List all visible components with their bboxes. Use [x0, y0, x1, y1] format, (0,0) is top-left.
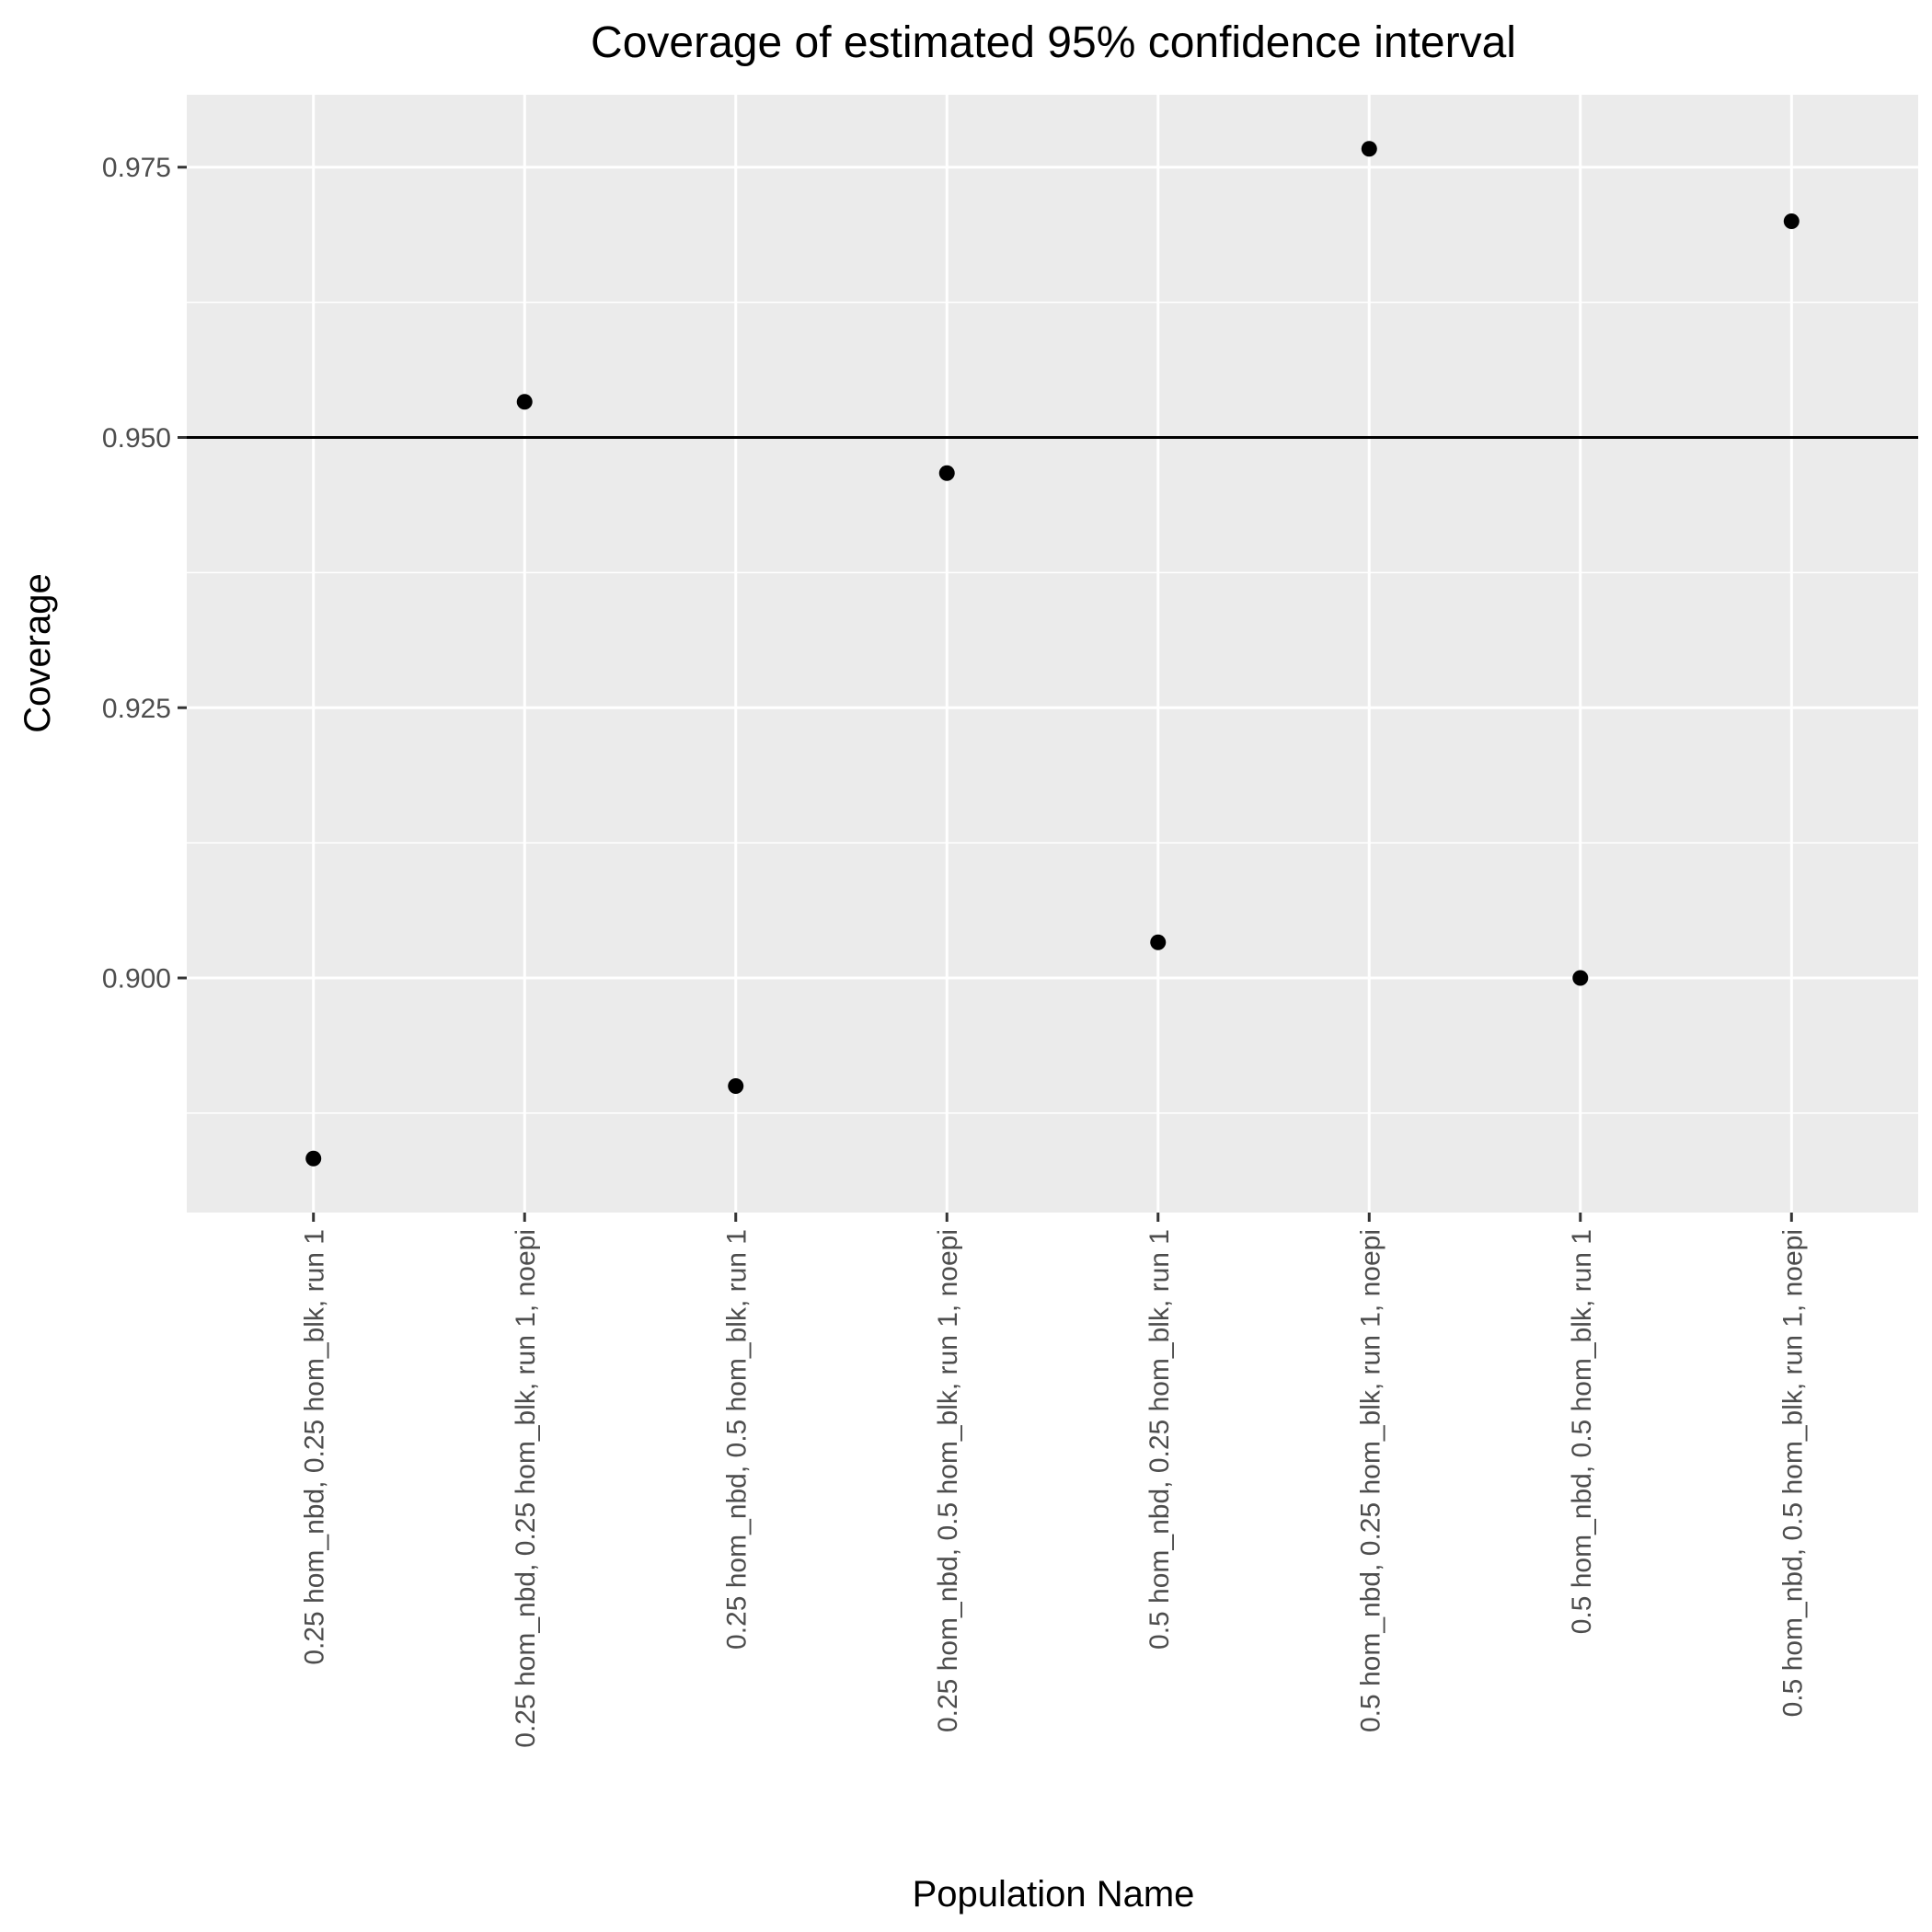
data-point	[1362, 141, 1377, 156]
x-axis-title: Population Name	[913, 1874, 1195, 1915]
y-tick-label: 0.950	[102, 423, 171, 454]
x-tick-label: 0.25 hom_nbd, 0.5 hom_blk, run 1, noepi	[933, 1229, 963, 1732]
y-axis-title: Coverage	[17, 573, 58, 732]
y-tick-label: 0.900	[102, 964, 171, 995]
plot-panel	[187, 95, 1918, 1213]
data-point	[1150, 935, 1166, 950]
data-point	[1784, 213, 1800, 229]
x-tick-label: 0.5 hom_nbd, 0.25 hom_blk, run 1, noepi	[1355, 1229, 1386, 1732]
x-tick-label: 0.25 hom_nbd, 0.25 hom_blk, run 1	[300, 1229, 330, 1665]
x-tick-label: 0.5 hom_nbd, 0.5 hom_blk, run 1, noepi	[1777, 1229, 1808, 1717]
data-point	[939, 466, 955, 481]
y-axis: 0.900 0.925 0.950 0.975	[102, 153, 187, 994]
x-tick-label: 0.5 hom_nbd, 0.25 hom_blk, run 1	[1144, 1229, 1175, 1650]
data-point	[728, 1078, 743, 1094]
x-tick-label: 0.5 hom_nbd, 0.5 hom_blk, run 1	[1567, 1229, 1597, 1634]
x-tick-label: 0.25 hom_nbd, 0.5 hom_blk, run 1	[722, 1229, 753, 1650]
data-point	[1572, 971, 1588, 986]
chart-title: Coverage of estimated 95% confidence int…	[591, 18, 1516, 67]
data-point	[517, 394, 533, 409]
data-point	[305, 1151, 321, 1167]
y-tick-label: 0.975	[102, 153, 171, 183]
y-tick-label: 0.925	[102, 694, 171, 724]
x-tick-label: 0.25 hom_nbd, 0.25 hom_blk, run 1, noepi	[511, 1229, 541, 1748]
x-axis: 0.25 hom_nbd, 0.25 hom_blk, run 1 0.25 ho…	[300, 1213, 1809, 1748]
